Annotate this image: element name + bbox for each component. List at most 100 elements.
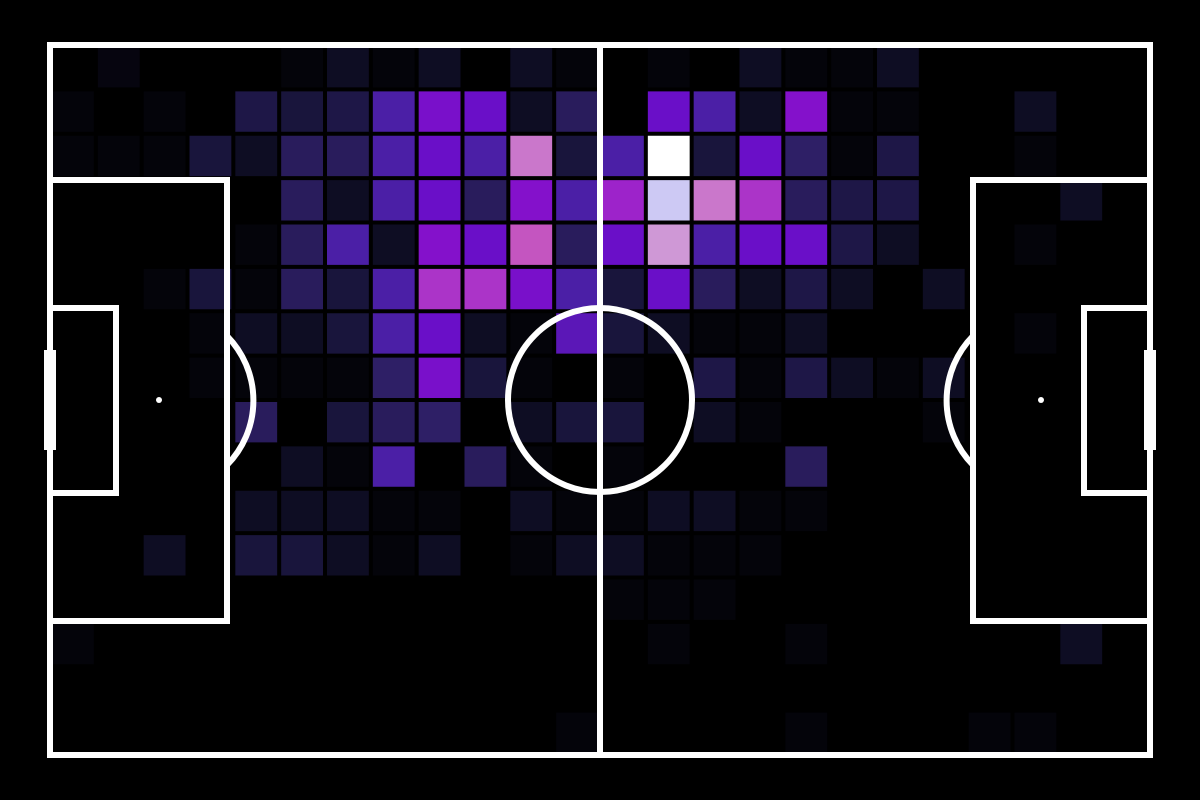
heatmap-cell [1014,712,1057,754]
heatmap-cell [968,712,1011,754]
heatmap-cell [327,446,369,487]
heatmap-cell [464,446,507,487]
heatmap-cell [1060,623,1103,665]
heatmap-cell [831,357,873,399]
heatmap-cell [739,180,782,221]
heatmap-cell [602,579,644,620]
heatmap-cell [922,268,965,310]
heatmap-cell [510,47,553,88]
heatmap-cell [372,47,415,88]
heatmap-cell [785,224,828,265]
heatmap-cell [281,224,323,265]
right-penalty-arc [943,333,976,468]
heatmap-cell [372,402,415,443]
heatmap-cell [510,135,553,177]
heatmap-cell [877,135,919,177]
heatmap-cell [693,579,736,620]
heatmap-cell [556,313,598,354]
heatmap-cell [785,490,828,532]
heatmap-cell [372,490,415,532]
heatmap-cell [372,313,415,354]
heatmap-cell [1014,91,1057,132]
heatmap-cell [510,268,553,310]
heatmap-cell [739,91,782,132]
heatmap-cell [602,268,644,310]
heatmap-cell [510,446,553,487]
heatmap-cell [327,47,369,88]
heatmap-cell [785,135,828,177]
heatmap-cell [235,357,278,399]
heatmap-cell [327,402,369,443]
heatmap-cell [556,91,598,132]
heatmap-cell [281,490,323,532]
heatmap-cell [831,135,873,177]
heatmap-cell [418,402,461,443]
heatmap-cell [602,490,644,532]
heatmap-cell [647,535,690,576]
heatmap-cell [831,47,873,88]
heatmap-cell [785,357,828,399]
heatmap-cell [602,535,644,576]
heatmap-cell [327,357,369,399]
heatmap-cell [327,180,369,221]
heatmap-cell [831,268,873,310]
heatmap-cell [327,313,369,354]
heatmap-cell [372,135,415,177]
heatmap-cell [1014,135,1057,177]
heatmap-cell [510,224,553,265]
heatmap-cell [739,490,782,532]
heatmap-cell [785,180,828,221]
left-penalty-spot [156,397,162,403]
heatmap-cell [372,446,415,487]
heatmap-cell [785,623,828,665]
heatmap-cell [281,180,323,221]
heatmap-cell [327,490,369,532]
heatmap-cell [464,357,507,399]
heatmap-cell [785,91,828,132]
heatmap-cell [418,180,461,221]
heatmap-cell [418,268,461,310]
heatmap-cell [785,268,828,310]
heatmap-cell [235,535,278,576]
heatmap-cell [647,224,690,265]
heatmap-cell [693,313,736,354]
heatmap-cell [693,357,736,399]
heatmap-cell [647,623,690,665]
heatmap-cell [556,268,598,310]
heatmap-cell [97,47,140,88]
center-circle [505,305,695,495]
heatmap-cell [372,268,415,310]
heatmap-cell [418,47,461,88]
heatmap-cell [602,224,644,265]
heatmap-cell [877,91,919,132]
heatmap-cell [785,313,828,354]
heatmap-cell [556,224,598,265]
heatmap-cell [235,268,278,310]
pitch-lines [44,42,1156,758]
heatmap-cell [281,91,323,132]
heatmap-cell [922,402,965,443]
heatmap-cell [602,402,644,443]
heatmap-cell [464,313,507,354]
heatmap-cell [143,91,186,132]
heatmap-cell [556,712,598,754]
heatmap-cell [602,135,644,177]
heatmap-cell [235,91,278,132]
heatmap-cell [647,135,690,177]
heatmap-cell [693,91,736,132]
heatmap-cell [556,490,598,532]
heatmap-cell [647,490,690,532]
heatmap-cell [739,135,782,177]
heatmap-cell [602,180,644,221]
heatmap-cell [739,313,782,354]
heatmap-cell [189,135,232,177]
heatmap-cell [647,313,690,354]
heatmap-cell [327,268,369,310]
heatmap-cell [52,135,94,177]
heatmap-cell [510,313,553,354]
heatmap-cell [922,357,965,399]
heatmap-cell [556,180,598,221]
heatmap-cell [1014,224,1057,265]
heatmap-cell [327,135,369,177]
heatmap-cell [785,446,828,487]
